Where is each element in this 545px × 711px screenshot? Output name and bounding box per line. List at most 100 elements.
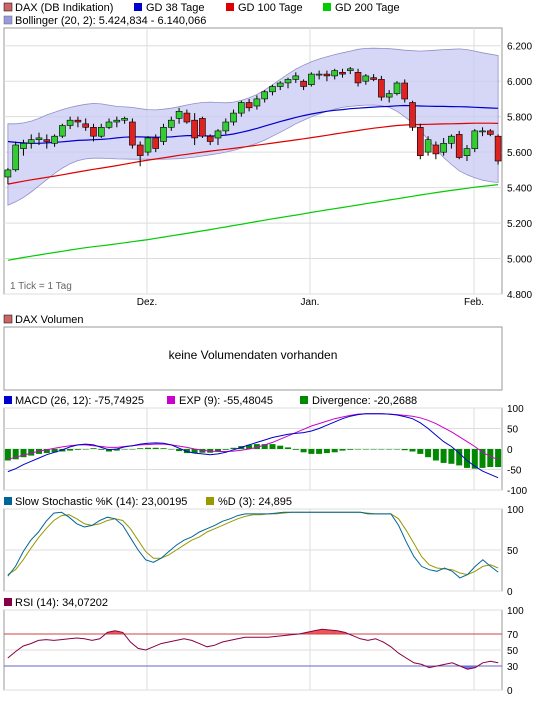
divergence-bar <box>448 449 455 464</box>
divergence-bar <box>487 449 494 467</box>
stoch-y-tick: 100 <box>507 505 524 516</box>
candle-body <box>82 123 89 128</box>
divergence-bar <box>222 449 229 450</box>
candle-body <box>113 119 121 123</box>
candle-body <box>144 137 152 153</box>
gd38-line <box>7 104 499 144</box>
moving-averages <box>7 104 499 261</box>
macd-lines <box>7 413 499 479</box>
candle-body <box>98 127 105 137</box>
legend-divergence-swatch <box>300 396 308 404</box>
candle-body <box>245 102 253 109</box>
price-y-axis: 6.200 6.000 5.800 5.600 5.400 5.200 5.000 4.800 <box>507 42 532 301</box>
divergence-bar <box>471 449 478 469</box>
divergence-bar <box>331 449 338 453</box>
legend-stoch-d-swatch <box>206 497 214 505</box>
candle-body <box>206 135 214 142</box>
candle-body <box>90 127 97 137</box>
rsi-y-tick: 70 <box>507 630 519 641</box>
legend-rsi: RSI (14): 34,07202 <box>4 597 108 609</box>
stoch-d-line <box>7 511 499 576</box>
divergence-bar <box>113 449 120 451</box>
legend-gd200-swatch <box>323 3 331 11</box>
divergence-bar <box>394 449 400 450</box>
divergence-bar <box>425 449 432 458</box>
legend-dax-label: DAX (DB Indikation) <box>15 2 113 14</box>
candle-body <box>121 118 128 121</box>
divergence-bar <box>82 449 89 450</box>
divergence-bar <box>191 449 198 454</box>
legend-gd200-label: GD 200 Tage <box>335 2 400 14</box>
legend-gd100-label: GD 100 Tage <box>238 2 303 14</box>
divergence-bar <box>378 449 385 450</box>
divergence-bar <box>285 447 291 449</box>
rsi-y-tick: 0 <box>507 686 513 697</box>
macd-y-tick: -100 <box>507 486 527 497</box>
divergence-bar <box>152 447 159 449</box>
candle-body <box>222 121 230 132</box>
candle-body <box>378 79 385 98</box>
legend-dax-swatch <box>3 2 13 12</box>
divergence-bar <box>370 449 377 450</box>
divergence-bar <box>98 449 105 450</box>
divergence-bar <box>4 449 11 461</box>
candle-body <box>27 139 35 144</box>
legend-exp-swatch <box>167 396 175 404</box>
divergence-bar <box>230 447 237 449</box>
legend-rsi-label: RSI (14): 34,07202 <box>15 597 108 609</box>
divergence-bar <box>74 449 81 450</box>
candle-body <box>59 125 66 137</box>
candle-body <box>20 143 27 149</box>
stoch-lines <box>7 511 499 579</box>
candle-body <box>346 68 354 71</box>
candle-body <box>331 70 339 77</box>
divergence-bar <box>246 444 253 449</box>
divergence-bar <box>129 449 136 450</box>
divergence-bar <box>479 449 486 468</box>
exp-line <box>7 413 499 461</box>
candle-body <box>362 75 370 82</box>
macd-y-tick: 50 <box>507 425 519 436</box>
candle-body <box>183 112 191 123</box>
divergence-bar <box>160 448 167 449</box>
candle-body <box>416 127 424 157</box>
candle-body <box>175 111 183 119</box>
divergence-bar <box>355 449 361 450</box>
candle-body <box>261 91 269 100</box>
candle-body <box>35 137 43 140</box>
price-x-tick: Feb. <box>464 297 484 308</box>
price-y-tick: 5.400 <box>507 184 532 195</box>
tick-note: 1 Tick = 1 Tag <box>10 281 72 292</box>
divergence-bar <box>432 449 439 461</box>
legend-gd100-swatch <box>226 3 234 11</box>
divergence-bar <box>417 449 424 454</box>
price-y-tick: 6.200 <box>507 42 532 53</box>
price-y-tick: 4.800 <box>507 290 532 301</box>
divergence-bar <box>440 449 447 463</box>
rsi-y-axis: 100 70 50 30 0 <box>507 606 524 697</box>
candle-body <box>440 143 447 153</box>
candle-body <box>409 102 416 128</box>
stoch-grid <box>4 508 502 592</box>
divergence-bar <box>199 449 206 453</box>
divergence-bar <box>300 449 307 453</box>
candle-body <box>129 121 136 146</box>
legend-exp-label: EXP (9): -55,48045 <box>179 395 273 407</box>
rsi-overbought-fill <box>322 629 330 634</box>
candle-body <box>253 98 261 107</box>
divergence-bar <box>215 449 221 452</box>
candle-body <box>385 93 393 98</box>
divergence-bar <box>168 449 175 450</box>
legend-macd-label: MACD (26, 12): -75,74925 <box>15 395 144 407</box>
rsi-line <box>7 628 499 670</box>
candle-body <box>393 82 401 94</box>
legend-divergence-label: Divergence: -20,2688 <box>312 395 417 407</box>
divergence-bar <box>308 449 315 454</box>
candle-body <box>74 119 82 123</box>
candle-body <box>43 139 51 142</box>
legend-rsi-swatch <box>4 598 12 606</box>
candles <box>4 67 502 185</box>
candle-body <box>276 82 284 87</box>
price-y-tick: 6.000 <box>507 77 532 88</box>
candle-body <box>300 80 307 87</box>
